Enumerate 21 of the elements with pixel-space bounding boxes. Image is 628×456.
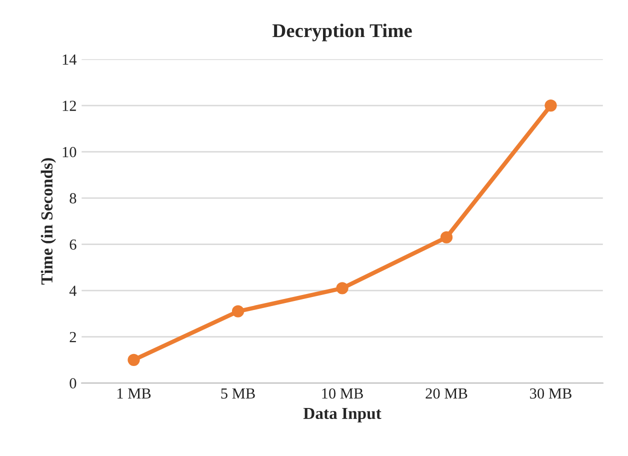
y-axis-title: Time (in Seconds) [40, 158, 56, 285]
x-tick-label: 30 MB [530, 388, 572, 399]
y-tick-label: 4 [69, 286, 77, 296]
x-tick-label: 1 MB [117, 388, 151, 399]
x-tick-label: 5 MB [221, 388, 255, 399]
point [440, 231, 453, 244]
y-tick-label: 6 [70, 239, 76, 250]
point [232, 305, 244, 318]
y-tick-label: 2 [70, 332, 76, 342]
y-tick-label: 0 [70, 378, 76, 388]
point [336, 282, 348, 294]
x-tick-label: 20 MB [426, 388, 468, 399]
y-tick-label: 14 [62, 54, 77, 65]
x-tick-label: 10 MB [322, 388, 363, 399]
y-tick-label: 10 [62, 146, 76, 158]
y-tick-label: 8 [70, 193, 76, 204]
y-tick-label: 12 [62, 100, 76, 111]
chart-title: Decryption Time [272, 24, 412, 42]
point [128, 354, 140, 366]
x-axis-title: Data Input [303, 408, 382, 422]
point [544, 99, 557, 112]
